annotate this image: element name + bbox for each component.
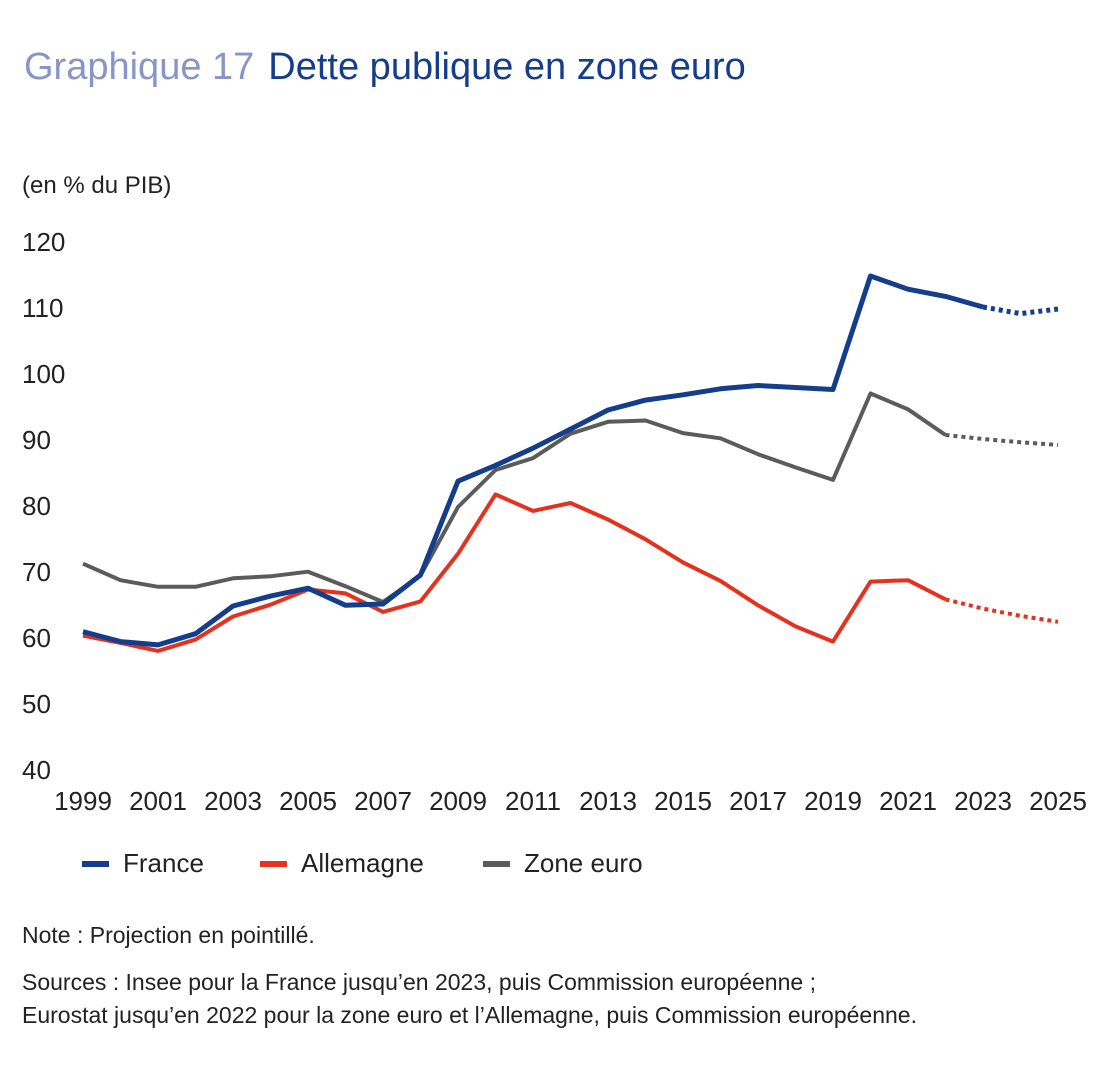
x-tick-label: 2021: [879, 786, 937, 816]
series-projection-zone-euro: [945, 433, 1059, 447]
y-axis: 40 50 60 70 80 90 100 110 120: [22, 227, 65, 785]
sources-line-1: Sources : Insee pour la France jusqu’en …: [22, 969, 816, 995]
x-tick-label: 2019: [804, 786, 862, 816]
x-tick-label: 2013: [579, 786, 637, 816]
sources: Sources : Insee pour la France jusqu’en …: [22, 966, 917, 1032]
sources-line-2: Eurostat jusqu’en 2022 pour la zone euro…: [22, 1002, 917, 1028]
legend-label-france: France: [123, 848, 204, 878]
series-layer: [82, 273, 1059, 653]
x-tick-label: 2003: [204, 786, 262, 816]
legend-swatch-france: [82, 860, 109, 867]
series-projection-allemagne: [945, 597, 1059, 624]
series-line-france: [82, 273, 984, 648]
y-tick-label: 70: [22, 557, 51, 587]
legend-item-allemagne: Allemagne: [260, 848, 424, 879]
legend-label-zone-euro: Zone euro: [524, 848, 643, 878]
y-tick-label: 120: [22, 227, 65, 257]
y-tick-label: 60: [22, 623, 51, 653]
y-tick-label: 80: [22, 491, 51, 521]
y-tick-label: 110: [22, 293, 63, 323]
series-line-zone-euro: [82, 391, 947, 604]
x-axis: 1999 2001 2003 2005 2007 2009 2011 2013 2015 2017…: [54, 786, 1087, 816]
x-tick-label: 2025: [1029, 786, 1087, 816]
y-tick-label: 90: [22, 425, 51, 455]
chart-number: Graphique 17: [24, 46, 255, 88]
x-tick-label: 1999: [54, 786, 112, 816]
series-projection-france: [982, 304, 1059, 317]
chart-heading: Dette publique en zone euro: [268, 46, 746, 88]
y-tick-label: 50: [22, 689, 51, 719]
x-tick-label: 2023: [954, 786, 1012, 816]
x-tick-label: 2015: [654, 786, 712, 816]
x-tick-label: 2007: [354, 786, 412, 816]
legend-label-allemagne: Allemagne: [301, 848, 424, 878]
chart-title: Graphique 17 Dette publique en zone euro: [24, 46, 746, 89]
series-line-allemagne: [82, 492, 947, 653]
x-tick-label: 2009: [429, 786, 487, 816]
footnote: Note : Projection en pointillé.: [22, 922, 315, 948]
x-tick-label: 2011: [505, 786, 561, 816]
x-tick-label: 2005: [279, 786, 337, 816]
y-tick-label: 40: [22, 755, 51, 785]
legend-swatch-allemagne: [260, 860, 287, 867]
legend-swatch-zone-euro: [483, 860, 510, 867]
unit-label: (en % du PIB): [22, 172, 172, 199]
legend-item-france: France: [82, 848, 204, 879]
y-tick-label: 100: [22, 359, 65, 389]
legend-item-zone-euro: Zone euro: [483, 848, 643, 879]
x-tick-label: 2001: [129, 786, 187, 816]
x-tick-label: 2017: [729, 786, 787, 816]
